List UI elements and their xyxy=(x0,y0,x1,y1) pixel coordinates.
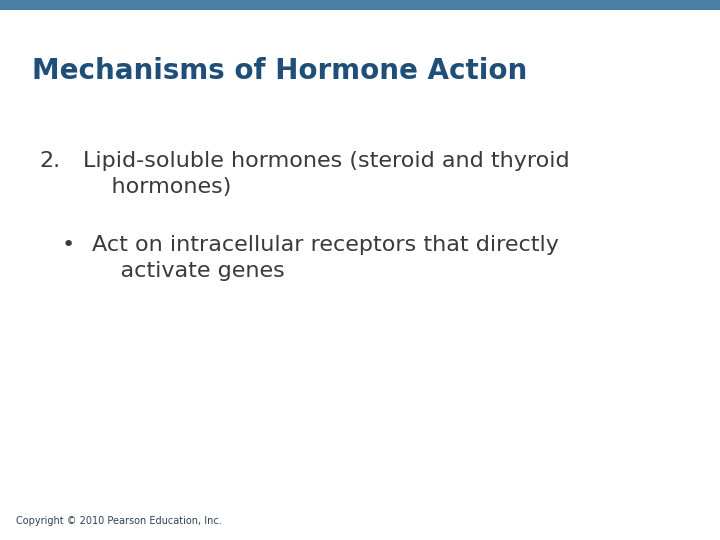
Text: •: • xyxy=(61,235,74,255)
Text: Act on intracellular receptors that directly
    activate genes: Act on intracellular receptors that dire… xyxy=(92,235,559,280)
Text: Lipid-soluble hormones (steroid and thyroid
    hormones): Lipid-soluble hormones (steroid and thyr… xyxy=(83,151,570,197)
Text: Copyright © 2010 Pearson Education, Inc.: Copyright © 2010 Pearson Education, Inc. xyxy=(16,516,222,526)
Bar xyxy=(0,0,720,10)
Text: Mechanisms of Hormone Action: Mechanisms of Hormone Action xyxy=(32,57,528,85)
Text: 2.: 2. xyxy=(40,151,60,171)
